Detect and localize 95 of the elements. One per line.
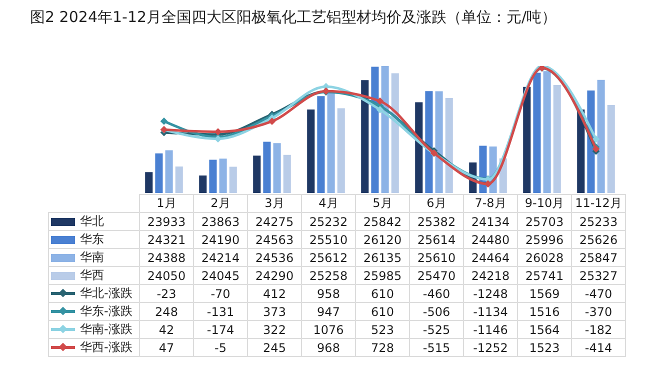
- data-label: 25327: [572, 266, 626, 284]
- data-label: 1564: [518, 320, 572, 338]
- data-label: 248: [140, 302, 194, 320]
- data-label: 24563: [248, 230, 302, 248]
- data-label: -23: [140, 284, 194, 302]
- data-label: 26120: [356, 230, 410, 248]
- data-label: 24388: [140, 248, 194, 266]
- data-label: -470: [572, 284, 626, 302]
- data-label: 24480: [464, 230, 518, 248]
- data-label: 1516: [518, 302, 572, 320]
- data-label: 23933: [140, 212, 194, 230]
- data-label: 47: [140, 338, 194, 356]
- data-label: 1523: [518, 338, 572, 356]
- data-label: 25233: [572, 212, 626, 230]
- legend-label: 华东: [80, 232, 104, 246]
- data-label: 24218: [464, 266, 518, 284]
- point: [268, 118, 276, 126]
- x-tick-label: 2月: [194, 194, 248, 212]
- data-label: 245: [248, 338, 302, 356]
- x-tick-label: 9-10月: [518, 194, 572, 212]
- data-label: 42: [140, 320, 194, 338]
- data-label: 947: [302, 302, 356, 320]
- data-label: -370: [572, 302, 626, 320]
- legend-label: 华西-涨跌: [80, 340, 132, 354]
- data-label: -525: [410, 320, 464, 338]
- data-label: 24536: [248, 248, 302, 266]
- legend-label: 华北: [80, 214, 104, 228]
- chart-title: 图2 2024年1-12月全国四大区阳极氧化工艺铝型材均价及涨跌（单位：元/吨）: [30, 8, 557, 27]
- data-label: 25741: [518, 266, 572, 284]
- legend-label: 华东-涨跌: [80, 304, 132, 318]
- data-label: 25703: [518, 212, 572, 230]
- data-label: 26135: [356, 248, 410, 266]
- x-tick-label: 11-12月: [572, 194, 626, 212]
- x-tick-label: 5月: [356, 194, 410, 212]
- data-label: -460: [410, 284, 464, 302]
- legend-label: 华南-涨跌: [80, 322, 132, 336]
- legend-label: 华南: [80, 250, 104, 264]
- data-label: 26028: [518, 248, 572, 266]
- data-label: -182: [572, 320, 626, 338]
- data-label: -70: [194, 284, 248, 302]
- data-label: 25510: [302, 230, 356, 248]
- point: [376, 106, 384, 114]
- data-label: -506: [410, 302, 464, 320]
- data-label: 1569: [518, 284, 572, 302]
- data-label: 25232: [302, 212, 356, 230]
- data-label: 968: [302, 338, 356, 356]
- data-label: 24050: [140, 266, 194, 284]
- data-label: -1134: [464, 302, 518, 320]
- x-tick-label: 3月: [248, 194, 302, 212]
- data-label: 24321: [140, 230, 194, 248]
- data-label: 25847: [572, 248, 626, 266]
- data-label: 610: [356, 284, 410, 302]
- data-label: 24275: [248, 212, 302, 230]
- legend-label: 华北-涨跌: [80, 286, 132, 300]
- data-label: -5: [194, 338, 248, 356]
- point: [592, 135, 600, 143]
- point: [160, 117, 168, 125]
- data-label: 25470: [410, 266, 464, 284]
- x-tick-label: 1月: [140, 194, 194, 212]
- data-label: 24134: [464, 212, 518, 230]
- data-label: 322: [248, 320, 302, 338]
- data-label: 412: [248, 284, 302, 302]
- data-label: -1248: [464, 284, 518, 302]
- data-label: 23863: [194, 212, 248, 230]
- data-label: 373: [248, 302, 302, 320]
- data-label: -1146: [464, 320, 518, 338]
- data-label: 1076: [302, 320, 356, 338]
- data-label: -131: [194, 302, 248, 320]
- data-label: 24045: [194, 266, 248, 284]
- data-label: 25842: [356, 212, 410, 230]
- data-label: 523: [356, 320, 410, 338]
- x-tick-label: 4月: [302, 194, 356, 212]
- data-label: -1252: [464, 338, 518, 356]
- data-label: 25614: [410, 230, 464, 248]
- data-label: 25258: [302, 266, 356, 284]
- x-tick-label: 7-8月: [464, 194, 518, 212]
- data-label: 728: [356, 338, 410, 356]
- point: [376, 97, 384, 105]
- data-label: 25610: [410, 248, 464, 266]
- data-label: -515: [410, 338, 464, 356]
- data-label: 24214: [194, 248, 248, 266]
- data-label: 25996: [518, 230, 572, 248]
- data-label: 24464: [464, 248, 518, 266]
- x-tick-label: 6月: [410, 194, 464, 212]
- data-label: -174: [194, 320, 248, 338]
- data-label: 25985: [356, 266, 410, 284]
- data-label: 958: [302, 284, 356, 302]
- data-label: 25626: [572, 230, 626, 248]
- data-label: 24290: [248, 266, 302, 284]
- data-label: 24190: [194, 230, 248, 248]
- data-label: 610: [356, 302, 410, 320]
- legend-label: 华西: [80, 268, 104, 282]
- data-label: -414: [572, 338, 626, 356]
- data-label: 25612: [302, 248, 356, 266]
- data-label: 25382: [410, 212, 464, 230]
